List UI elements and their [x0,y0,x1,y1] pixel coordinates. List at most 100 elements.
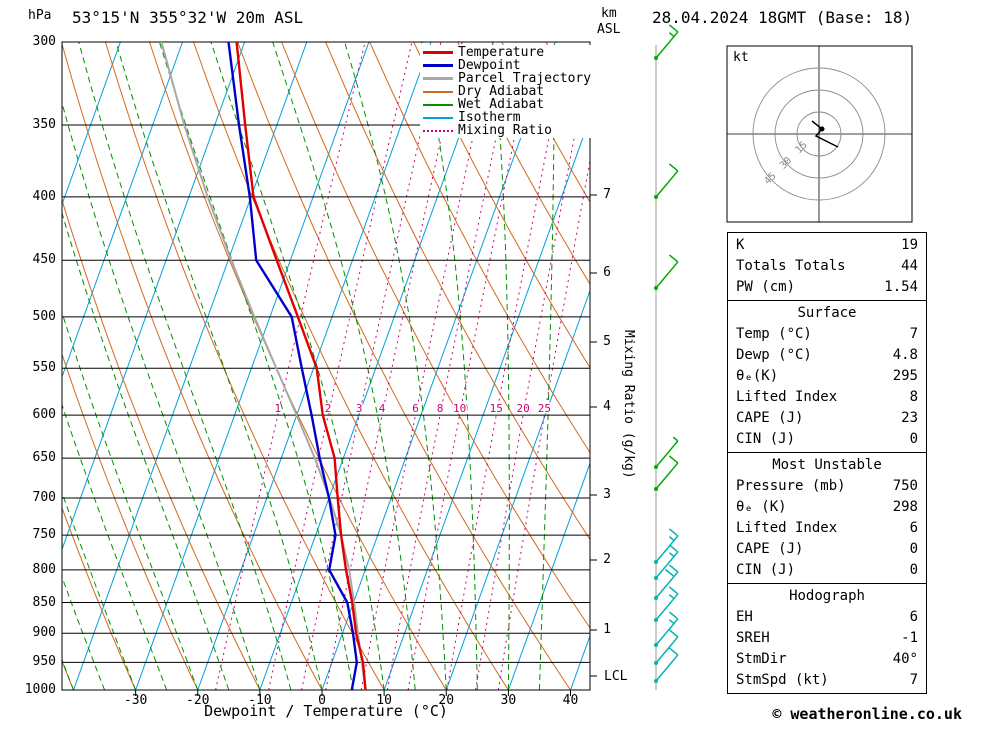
wet-adiabat-line [62,575,106,690]
temp-label: -30 [123,693,148,708]
pressure-axis-unit: hPa [28,8,52,23]
temp-label: 30 [500,693,517,708]
wet-adiabat-line [62,311,199,690]
wind-barb [654,564,679,600]
mixing-ratio-value-label: 4 [379,402,386,415]
pressure-label: 850 [32,594,56,610]
mixing-ratio-axis-title: Mixing Ratio (g/kg) [621,330,636,479]
wet-adiabat-line [0,42,11,690]
indices-section-header: Most Unstable [772,457,882,473]
legend-swatch-dry_adiabat [423,90,453,93]
legend-swatch-mixing_ratio [423,129,453,132]
mixing-ratio-line [386,42,517,690]
indices-row: SREH -1 [728,628,926,649]
hodograph-storm-dot [819,126,825,132]
indices-row-label: θₑ (K) [736,499,787,515]
indices-row-label: Lifted Index [736,389,838,405]
pressure-label: 450 [32,252,56,268]
dry-adiabat-line [62,506,137,690]
dry-adiabat-line [369,42,590,454]
indices-row: CIN (J) 0 [728,429,926,450]
temp-label: 20 [438,693,455,708]
temp-label: -10 [248,693,272,708]
legend-item: Temperature [423,46,591,59]
wet-adiabat-line [62,491,137,690]
parcel-trajectory-curve [160,42,367,690]
legend-label: Dry Adiabat [458,84,545,99]
dry-adiabat-line [413,42,590,369]
km-label: 3 [603,487,611,502]
station-title: 53°15'N 355°32'W 20m ASL [72,8,304,27]
indices-row: CIN (J) 0 [728,560,926,581]
indices-section-header: Surface [797,305,857,321]
copyright-text: © weatheronline.co.uk [772,705,962,723]
indices-row-value: 0 [909,431,918,447]
wet-adiabat-line [344,42,447,690]
indices-row: Dewp (°C) 4.8 [728,345,926,366]
wind-barb [654,629,679,665]
hodograph-ring [752,67,886,201]
legend-label: Isotherm [458,110,521,125]
indices-row-label: Pressure (mb) [736,478,846,494]
pressure-label: 750 [32,527,56,543]
mixing-ratio-line [407,42,535,690]
wind-barb [654,586,679,622]
altitude-axis-unit-km: km [601,6,617,21]
indices-row-value: 23 [901,410,918,426]
legend-label: Wet Adiabat [458,97,545,112]
legend-item: Isotherm [423,111,591,124]
indices-section: K 19 Totals Totals 44 PW (cm) 1.54 [727,232,927,301]
indices-row-value: -1 [901,630,918,646]
temperature-curve [235,42,367,690]
indices-row-label: Dewp (°C) [736,347,812,363]
legend-swatch-dewpoint [423,64,453,67]
indices-row-value: 7 [909,672,918,688]
wet-adiabat-line [62,211,230,690]
indices-row-value: 19 [901,237,918,253]
legend-item: Wet Adiabat [423,98,591,111]
mixing-ratio-value-label: 10 [453,402,466,415]
legend-label: Mixing Ratio [458,123,552,138]
indices-section: Most Unstable Pressure (mb) 750 θₑ (K) 298 Li… [727,452,927,584]
indices-row-value: 40° [892,651,918,667]
wet-adiabat-line [62,403,168,690]
hodograph-trace [811,120,839,148]
mixing-ratio-value-label: 25 [538,402,551,415]
legend-swatch-isotherm [423,116,453,119]
isotherm-line [73,42,308,690]
km-label: 7 [603,187,611,202]
indices-row: θₑ (K) 298 [728,497,926,518]
indices-row-label: StmSpd (kt) [736,672,829,688]
temp-label: 40 [562,693,579,708]
indices-row-value: 750 [892,478,918,494]
legend-swatch-temperature [423,51,453,54]
wet-adiabat-line [421,42,478,690]
isotherm-line [135,42,370,690]
x-axis-title: Dewpoint / Temperature (°C) [204,702,448,720]
mixing-ratio-line [475,52,590,690]
indices-row: CAPE (J) 23 [728,408,926,429]
pressure-label: 650 [32,450,56,466]
indices-row: CAPE (J) 0 [728,539,926,560]
wind-barb [654,647,679,683]
isotherm-line [259,42,494,690]
isotherm-line [507,461,590,690]
wind-barb [654,24,679,60]
wet-adiabat-line [115,42,323,690]
mixing-ratio-line [497,158,590,690]
indices-row-value: 0 [909,541,918,557]
wet-adiabat-line [538,42,555,690]
legend-label: Dewpoint [458,58,521,73]
dry-adiabat-line [457,42,590,286]
mixing-ratio-value-label: 15 [490,402,503,415]
indices-row-value: 4.8 [892,347,918,363]
pressure-label: 600 [32,407,56,423]
legend-swatch-parcel [423,77,453,80]
indices-row-label: Lifted Index [736,520,838,536]
indices-row-value: 6 [909,609,918,625]
indices-row-label: CAPE (J) [736,410,804,426]
indices-row-label: Totals Totals [736,258,846,274]
indices-row: θₑ(K) 295 [728,366,926,387]
